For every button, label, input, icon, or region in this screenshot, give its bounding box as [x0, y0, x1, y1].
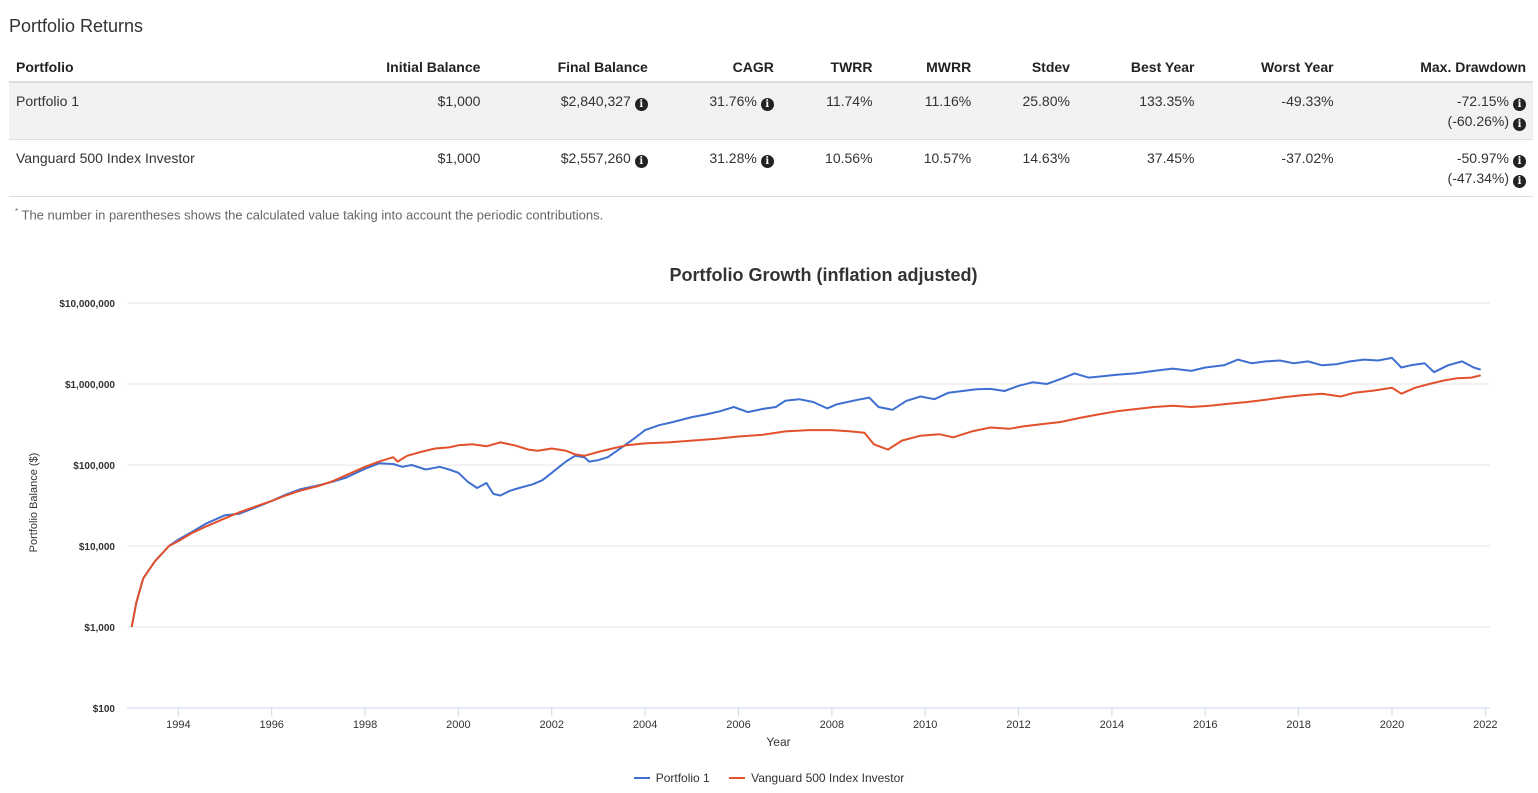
y-tick-label: $10,000,000 [59, 299, 115, 310]
max-drawdown: -50.97% [1456, 150, 1509, 166]
footnote-mark: * [15, 207, 19, 216]
info-icon[interactable]: i [1513, 175, 1526, 188]
y-tick-label: $100,000 [73, 461, 115, 472]
series-line-portfolio-1 [130, 356, 1481, 628]
x-axis-label: Year [766, 735, 790, 749]
portfolio-returns-table: Portfolio Initial Balance Final Balance … [9, 50, 1533, 197]
header-mwrr[interactable]: MWRR [879, 50, 979, 83]
x-tick-label: 2016 [1193, 719, 1217, 731]
chart-legend: Portfolio 1 Vanguard 500 Index Investor [0, 768, 1538, 785]
cagr-cell: 31.76% i [654, 82, 781, 140]
max-drawdown: -72.15% [1456, 93, 1509, 109]
header-twrr[interactable]: TWRR [780, 50, 880, 83]
x-tick-label: 1998 [353, 719, 377, 731]
legend-item-vanguard-500[interactable]: Vanguard 500 Index Investor [729, 771, 904, 785]
y-tick-label: $1,000,000 [65, 380, 115, 391]
cagr: 31.28% [709, 150, 757, 166]
legend-label: Portfolio 1 [655, 771, 710, 785]
x-tick-label: 2010 [913, 719, 937, 731]
max-drawdown-contrib: (-60.26%) [1447, 113, 1509, 129]
footnote-text: The number in parentheses shows the calc… [21, 207, 604, 223]
legend-swatch [633, 777, 650, 779]
best-year: 37.45% [1076, 139, 1202, 197]
table-header-row: Portfolio Initial Balance Final Balance … [9, 50, 1533, 83]
legend-label: Vanguard 500 Index Investor [751, 771, 905, 785]
info-icon[interactable]: i [634, 98, 648, 111]
x-tick-label: 1996 [259, 719, 283, 731]
x-tick-label: 2014 [1100, 719, 1124, 731]
x-tick-label: 2020 [1380, 719, 1404, 731]
x-tick-label: 1994 [166, 719, 190, 731]
max-drawdown-cell: -72.15% i (-60.26%) i [1340, 82, 1533, 140]
final-balance: $2,840,327 [560, 93, 631, 109]
table-row: Vanguard 500 Index Investor $1,000 $2,55… [9, 139, 1533, 197]
y-axis-label: Portfolio Balance ($) [28, 453, 40, 553]
section-title: Portfolio Returns [9, 16, 144, 36]
x-tick-label: 2022 [1473, 719, 1497, 731]
y-tick-label: $100 [93, 704, 116, 715]
info-icon[interactable]: i [760, 98, 774, 111]
header-max-drawdown[interactable]: Max. Drawdown [1340, 50, 1533, 83]
best-year: 133.35% [1076, 82, 1202, 140]
x-tick-label: 2002 [540, 719, 564, 731]
x-tick-label: 2004 [633, 719, 657, 731]
header-best-year[interactable]: Best Year [1076, 50, 1202, 83]
mwrr: 11.16% [879, 82, 979, 140]
info-icon[interactable]: i [634, 155, 648, 168]
x-tick-label: 2012 [1006, 719, 1030, 731]
x-tick-label: 2018 [1286, 719, 1310, 731]
portfolio-name: Vanguard 500 Index Investor [9, 139, 314, 197]
twrr: 10.56% [780, 139, 880, 197]
worst-year: -49.33% [1201, 82, 1341, 140]
legend-item-portfolio-1[interactable]: Portfolio 1 [633, 771, 710, 785]
footnote: * The number in parentheses shows the ca… [15, 207, 603, 222]
x-tick-label: 2006 [726, 719, 750, 731]
cagr-cell: 31.28% i [654, 139, 781, 197]
initial-balance: $1,000 [313, 82, 488, 140]
portfolio-name: Portfolio 1 [9, 82, 314, 140]
series-line-vanguard-500 [130, 374, 1481, 628]
max-drawdown-contrib: (-47.34%) [1447, 170, 1509, 186]
max-drawdown-cell: -50.97% i (-47.34%) i [1340, 139, 1533, 197]
final-balance: $2,557,260 [560, 150, 631, 166]
stdev: 25.80% [978, 82, 1077, 140]
legend-swatch [729, 777, 746, 779]
info-icon[interactable]: i [1513, 155, 1526, 168]
final-balance-cell: $2,557,260 i [487, 139, 655, 197]
header-portfolio[interactable]: Portfolio [9, 50, 314, 83]
table-row: Portfolio 1 $1,000 $2,840,327 i 31.76% i 1… [9, 82, 1533, 140]
cagr: 31.76% [709, 93, 757, 109]
chart-title: Portfolio Growth (inflation adjusted) [670, 265, 978, 285]
y-tick-label: $1,000 [84, 623, 115, 634]
info-icon[interactable]: i [1513, 98, 1526, 111]
stdev: 14.63% [978, 139, 1077, 197]
header-worst-year[interactable]: Worst Year [1201, 50, 1341, 83]
twrr: 11.74% [780, 82, 880, 140]
info-icon[interactable]: i [760, 155, 774, 168]
y-tick-label: $10,000 [79, 542, 116, 553]
header-cagr[interactable]: CAGR [654, 50, 781, 83]
initial-balance: $1,000 [313, 139, 488, 197]
x-tick-label: 2000 [446, 719, 470, 731]
header-stdev[interactable]: Stdev [978, 50, 1077, 83]
info-icon[interactable]: i [1513, 118, 1526, 131]
x-tick-label: 2008 [820, 719, 844, 731]
header-final-balance[interactable]: Final Balance [487, 50, 655, 83]
worst-year: -37.02% [1201, 139, 1341, 197]
header-initial-balance[interactable]: Initial Balance [313, 50, 488, 83]
final-balance-cell: $2,840,327 i [487, 82, 655, 140]
mwrr: 10.57% [879, 139, 979, 197]
portfolio-growth-chart: Portfolio Growth (inflation adjusted) $10… [28, 265, 1498, 749]
